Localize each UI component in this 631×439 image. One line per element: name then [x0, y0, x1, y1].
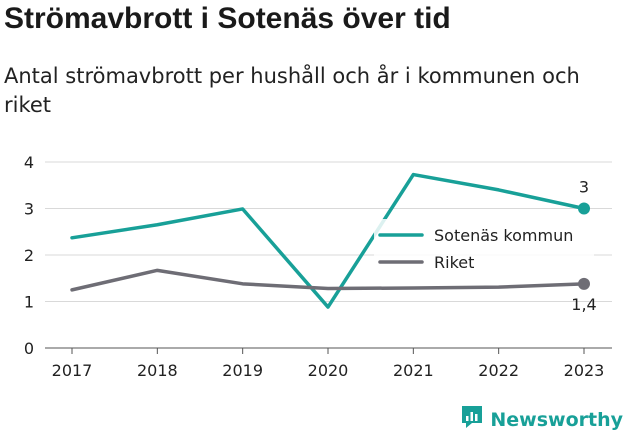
x-tick-label: 2018 — [137, 361, 178, 380]
chart-subtitle: Antal strömavbrott per hushåll och år i … — [4, 64, 580, 117]
brand-logo: Newsworthy — [460, 404, 623, 435]
series-end-point-soten-s-kommun — [578, 202, 590, 215]
x-tick-label: 2020 — [308, 361, 349, 380]
chart-title: Strömavbrott i Sotenäs över tid — [4, 2, 451, 35]
series-line-soten-s-kommun — [70, 172, 586, 309]
y-tick-label: 0 — [24, 339, 34, 358]
legend-label: Sotenäs kommun — [434, 226, 573, 245]
y-tick-label: 1 — [24, 293, 34, 312]
x-tick-label: 2022 — [478, 361, 519, 380]
x-tick-label: 2019 — [222, 361, 263, 380]
x-tick-label: 2023 — [564, 361, 605, 380]
series-line-riket — [70, 268, 586, 292]
x-tick-label: 2017 — [52, 361, 93, 380]
series-end-point-riket — [578, 277, 590, 290]
y-tick-label: 2 — [24, 246, 34, 265]
x-tick-label: 2021 — [393, 361, 434, 380]
y-tick-label: 4 — [24, 153, 34, 172]
newsworthy-icon — [460, 404, 484, 435]
y-tick-label: 3 — [24, 200, 34, 219]
legend-background — [374, 219, 594, 275]
data-label-riket: 1,4 — [571, 295, 596, 314]
legend-label: Riket — [434, 253, 474, 272]
brand-name: Newsworthy — [490, 408, 623, 431]
data-label-soten-s-kommun: 3 — [579, 178, 589, 197]
